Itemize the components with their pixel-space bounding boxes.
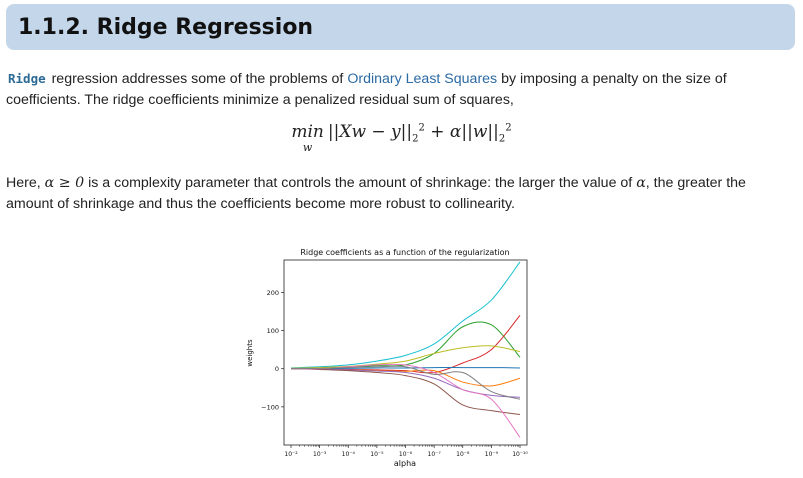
series-line-10 — [290, 365, 521, 400]
formula-residual: ||Xw − y|| — [327, 122, 413, 142]
explanation-text-b: , the greater the amount of shrinkage an… — [6, 175, 746, 212]
x-tick-label: 10⁻⁴ — [342, 451, 356, 458]
series-line-4 — [290, 345, 521, 369]
ridge-class-link[interactable]: Ridge — [8, 71, 46, 86]
ols-link[interactable]: Ordinary Least Squares — [347, 71, 498, 87]
y-tick-label: 200 — [267, 289, 279, 297]
y-axis: 200 100 0 −100 — [261, 289, 284, 411]
intro-text-a: regression addresses some of the problem… — [47, 71, 348, 87]
x-tick-label: 10⁻⁷ — [428, 451, 442, 458]
formula-sub-1: 2 — [412, 133, 419, 145]
x-tick-label: 10⁻⁹ — [485, 451, 499, 458]
formula-min-subscript: w — [302, 141, 313, 154]
formula-min: min w — [291, 122, 324, 154]
x-tick-label: 10⁻⁸ — [456, 451, 470, 458]
explanation-here: Here, — [6, 175, 45, 191]
formula-sup-2: 2 — [505, 122, 512, 134]
plot-area — [283, 259, 528, 446]
alpha-symbol: α — [636, 175, 646, 191]
section-header: 1.1.2. Ridge Regression — [6, 4, 795, 50]
chart-title: Ridge coefficients as a function of the … — [300, 248, 509, 257]
y-tick-label: 0 — [275, 365, 279, 373]
ridge-objective-formula: min w ||Xw − y||22 + α||w||22 — [0, 122, 803, 154]
x-axis-label: alpha — [394, 459, 416, 468]
x-tick-label: 10⁻¹⁰ — [512, 451, 528, 458]
y-tick-label: −100 — [261, 403, 279, 411]
series-line-8 — [290, 368, 521, 415]
x-axis: 10⁻² 10⁻³ 10⁻⁴ 10⁻⁵ 10⁻⁶ 10⁻⁷ 10⁻⁸ 10⁻⁹ 10⁻¹⁰ — [284, 445, 528, 458]
ridge-coefficients-chart: Ridge coefficients as a function of the … — [246, 248, 528, 468]
intro-text-b: by imposing a penalty on the size of coe… — [6, 71, 727, 108]
formula-sup-1: 2 — [418, 122, 425, 134]
formula-penalty: + α||w|| — [424, 122, 499, 142]
formula-sub-2: 2 — [498, 133, 506, 145]
x-tick-label: 10⁻⁵ — [370, 451, 384, 458]
intro-paragraph: Ridge regression addresses some of the p… — [6, 68, 796, 111]
y-tick-label: 100 — [267, 327, 279, 335]
page-title: 1.1.2. Ridge Regression — [18, 14, 314, 40]
x-tick-label: 10⁻⁶ — [399, 451, 413, 458]
x-tick-label: 10⁻² — [284, 451, 298, 458]
y-axis-label: weights — [246, 339, 254, 367]
alpha-condition: α ≥ 0 — [44, 175, 85, 191]
explanation-paragraph: Here, α ≥ 0 is a complexity parameter th… — [6, 173, 796, 215]
series-group — [290, 261, 521, 438]
explanation-text-a: is a complexity parameter that controls … — [84, 175, 637, 191]
x-tick-label: 10⁻³ — [313, 451, 327, 458]
series-line-1 — [290, 261, 521, 369]
